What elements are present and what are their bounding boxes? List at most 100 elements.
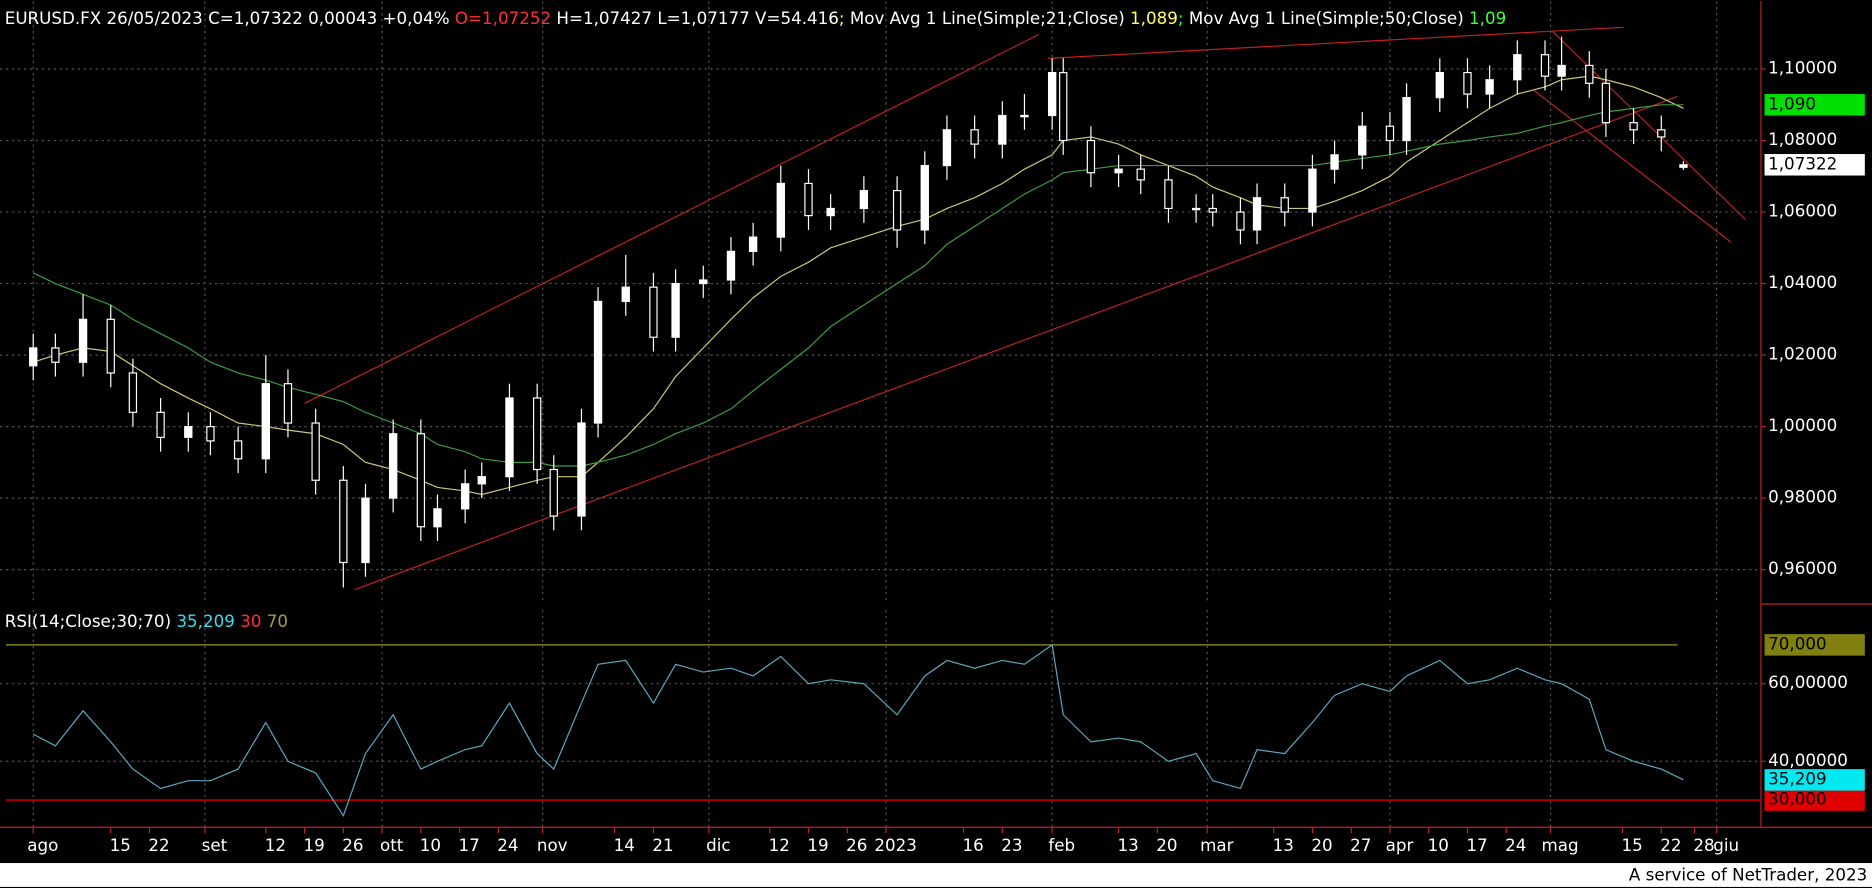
- candle-body: [776, 182, 785, 238]
- candle-body: [577, 422, 586, 517]
- candle-body: [1330, 154, 1339, 170]
- x-tick-label: mag: [1542, 835, 1579, 855]
- x-tick-label: 19: [807, 835, 828, 855]
- candle-body: [361, 497, 370, 564]
- value-box: [1764, 789, 1865, 811]
- candle-body: [549, 468, 558, 517]
- x-tick-label: 17: [1466, 835, 1487, 855]
- candle-body: [1585, 64, 1594, 84]
- candle-body: [1114, 168, 1123, 174]
- x-tick-label: 20: [1311, 835, 1332, 855]
- candle-body: [1402, 97, 1411, 142]
- header-part: RSI(14;Close;30;70): [5, 610, 177, 630]
- trend-lines: [304, 26, 1746, 591]
- x-tick-label: 15: [1621, 835, 1642, 855]
- candle-body: [261, 383, 270, 460]
- candle-body: [1463, 71, 1472, 95]
- candle-body: [1236, 211, 1245, 231]
- x-tick-label: 27: [1350, 835, 1371, 855]
- trend-line: [1533, 90, 1732, 243]
- x-tick-label: 10: [1428, 835, 1449, 855]
- header-part: Mov Avg 1 Line(Simple;50;Close): [1189, 7, 1469, 27]
- y-tick-label: 0,98000: [1768, 487, 1837, 507]
- y-tick-label: 1,00000: [1768, 415, 1837, 435]
- x-tick-label: 19: [303, 835, 324, 855]
- candle-body: [1164, 179, 1173, 210]
- candle-body: [1047, 71, 1057, 117]
- candle-body: [433, 508, 442, 528]
- candle-body: [804, 182, 813, 217]
- x-tick-label: nov: [537, 835, 568, 855]
- candle-body: [51, 347, 60, 363]
- candle-body: [970, 129, 979, 145]
- candle-body: [1557, 64, 1566, 77]
- candle-body: [1435, 71, 1444, 99]
- x-tick-label: 13: [1273, 835, 1294, 855]
- y-tick-label: 1,06000: [1768, 201, 1837, 221]
- candle-body: [1513, 54, 1522, 81]
- x-tick-label: 16: [962, 835, 983, 855]
- value-box: [1764, 769, 1865, 791]
- background: [0, 1, 1872, 864]
- candle-body: [998, 114, 1007, 145]
- candle-body: [1629, 122, 1638, 131]
- x-tick-label: ago: [27, 835, 58, 855]
- trend-line: [1048, 26, 1624, 59]
- candle-body: [460, 483, 470, 510]
- value-box: [1764, 154, 1865, 176]
- candle-body: [920, 164, 929, 231]
- footer-bar: [0, 863, 1872, 887]
- candle-body: [621, 286, 630, 303]
- candle-body: [29, 347, 38, 367]
- candle-body: [748, 236, 758, 252]
- candle-body: [1059, 71, 1068, 142]
- x-tick-label: giu: [1713, 835, 1739, 855]
- candle-body: [283, 383, 293, 424]
- value-box-label: 30,000: [1768, 789, 1826, 809]
- x-tick-label: 20: [1156, 835, 1177, 855]
- candle-body: [593, 300, 603, 424]
- value-box: [1764, 634, 1865, 656]
- candle-body: [649, 286, 658, 338]
- candle-body: [78, 318, 88, 363]
- header-part: Mov Avg 1 Line(Simple;21;Close): [850, 7, 1130, 27]
- candle-body: [156, 411, 165, 438]
- x-tick-label: 13: [1118, 835, 1139, 855]
- x-tick-label: dic: [706, 835, 730, 855]
- value-box-label: 70,000: [1768, 633, 1826, 653]
- x-tick-label: mar: [1200, 835, 1234, 855]
- x-tick-label: 21: [652, 835, 673, 855]
- candle-body: [311, 422, 320, 481]
- header-part: 1,089: [1130, 7, 1178, 27]
- x-tick-label: 24: [1505, 835, 1526, 855]
- candle-body: [128, 372, 138, 413]
- candle-body: [1679, 164, 1688, 168]
- header-part: 30: [240, 610, 267, 630]
- x-tick-label: 22: [1660, 835, 1681, 855]
- x-tick-label: 24: [497, 835, 518, 855]
- header-part: 1,09: [1469, 7, 1506, 27]
- y-tick-label: 1,08000: [1768, 129, 1837, 149]
- y-tick-label: 1,02000: [1768, 344, 1837, 364]
- value-box-label: 1,090: [1768, 93, 1816, 113]
- candle-body: [699, 279, 708, 285]
- candle-body: [339, 479, 348, 564]
- x-tick-label: feb: [1048, 835, 1075, 855]
- candle-body: [1540, 54, 1550, 77]
- trend-line: [304, 33, 1039, 404]
- x-tick-label: 12: [265, 835, 286, 855]
- candle-body: [532, 397, 542, 471]
- header-part: H=1,07427 L=1,07177 V=54.416: [551, 7, 839, 27]
- candle-body: [388, 433, 398, 499]
- x-tick-label: 26: [342, 835, 363, 855]
- candle-body: [1485, 79, 1494, 95]
- candle-body: [826, 207, 835, 217]
- candle-body: [892, 190, 902, 231]
- x-tick-label: 17: [459, 835, 480, 855]
- y-tick-label: 1,10000: [1768, 58, 1837, 78]
- x-tick-label: 12: [769, 835, 790, 855]
- candle-body: [206, 426, 215, 442]
- x-tick-label: 14: [614, 835, 635, 855]
